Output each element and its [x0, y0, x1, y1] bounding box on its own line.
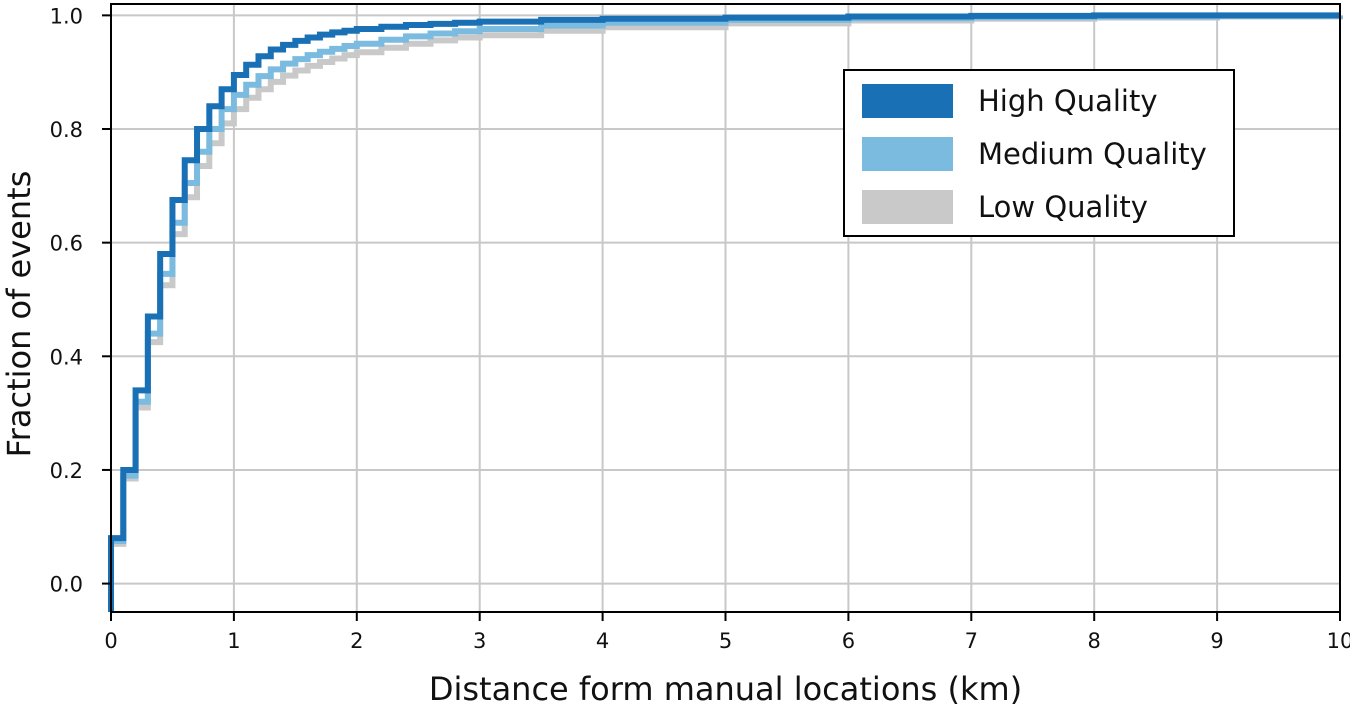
- x-tick-label: 7: [965, 629, 978, 653]
- x-tick-label: 3: [473, 629, 486, 653]
- x-tick-label: 1: [227, 629, 240, 653]
- y-tick-label: 1.0: [50, 4, 83, 28]
- series-layer: [108, 12, 1343, 612]
- legend-swatch: [862, 137, 953, 171]
- legend: High Quality Medium Quality Low Quality: [843, 69, 1235, 237]
- x-tick-label: 0: [104, 629, 117, 653]
- legend-swatch: [862, 190, 953, 224]
- legend-label: High Quality: [978, 84, 1158, 118]
- legend-label: Medium Quality: [978, 137, 1207, 171]
- x-tick-label: 5: [719, 629, 732, 653]
- x-tick-label: 9: [1210, 629, 1223, 653]
- y-tick-label: 0.8: [50, 118, 83, 142]
- y-tick-label: 0.0: [50, 573, 83, 597]
- x-axis-title: Distance form manual locations (km): [429, 670, 1022, 708]
- y-tick-label: 0.4: [50, 345, 83, 369]
- y-axis-title: Fraction of events: [0, 171, 38, 458]
- y-tick-label: 0.2: [50, 459, 83, 483]
- x-tick-label: 6: [842, 629, 855, 653]
- legend-label: Low Quality: [978, 190, 1148, 224]
- x-tick-label: 4: [596, 629, 609, 653]
- y-tick-label: 0.6: [50, 232, 83, 256]
- x-tick-label: 8: [1088, 629, 1101, 653]
- x-tick-label: 2: [350, 629, 363, 653]
- tick-layer: 0 1 2 3 4 5 6 7 8 9 10 0.0 0.2 0.4 0.6 0.8 1.0: [50, 4, 1350, 653]
- legend-swatch: [862, 84, 953, 118]
- x-tick-label: 10: [1327, 629, 1350, 653]
- series-line-high-quality: [108, 12, 1340, 612]
